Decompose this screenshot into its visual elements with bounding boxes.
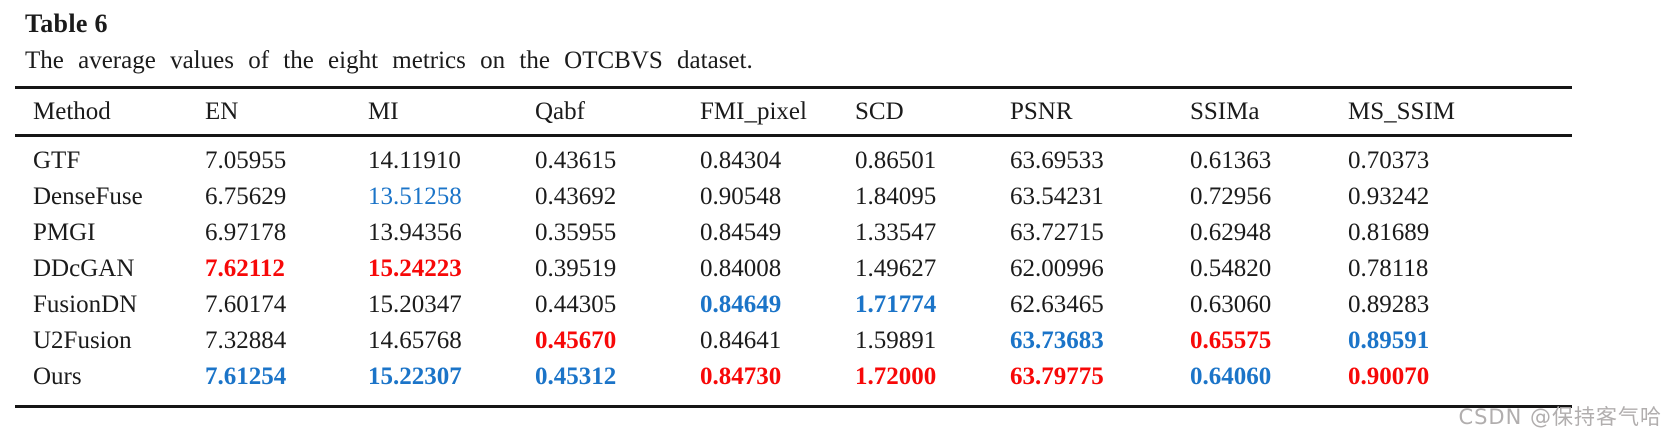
metric-cell: 63.73683 <box>1010 327 1104 354</box>
metric-cell: 0.39519 <box>535 255 617 282</box>
method-cell: GTF <box>33 147 81 174</box>
metric-cell: 0.84008 <box>700 255 782 282</box>
metric-cell: 1.49627 <box>855 255 937 282</box>
metric-cell: 7.61254 <box>205 363 287 390</box>
metric-cell: 63.69533 <box>1010 147 1104 174</box>
metric-cell: 1.71774 <box>855 291 937 318</box>
metric-cell: 0.61363 <box>1190 147 1272 174</box>
metric-cell: 7.60174 <box>205 291 287 318</box>
metric-cell: 0.89283 <box>1348 291 1430 318</box>
method-cell: Ours <box>33 363 82 390</box>
metric-cell: 62.00996 <box>1010 255 1104 282</box>
watermark: CSDN @保持客气哈 <box>1458 405 1662 429</box>
column-header-en: EN <box>205 87 368 137</box>
metric-cell: 0.84641 <box>700 327 782 354</box>
table-title: Table 6 <box>25 9 108 38</box>
metric-cell: 0.54820 <box>1190 255 1272 282</box>
metric-cell: 0.72956 <box>1190 183 1272 210</box>
header-row: Method EN MI Qabf FMI_pixel SCD PSNR SSI… <box>15 87 1572 137</box>
metric-cell: 62.63465 <box>1010 291 1104 318</box>
metric-cell: 0.62948 <box>1190 219 1272 246</box>
metric-cell: 63.54231 <box>1010 183 1104 210</box>
metric-cell: 7.05955 <box>205 147 287 174</box>
column-header-qabf: Qabf <box>535 87 700 137</box>
metric-cell: 0.84730 <box>700 363 782 390</box>
metric-cell: 14.65768 <box>368 327 462 354</box>
metric-cell: 0.35955 <box>535 219 617 246</box>
metric-cell: 0.43692 <box>535 183 617 210</box>
metric-cell: 13.94356 <box>368 219 462 246</box>
metric-cell: 0.65575 <box>1190 327 1272 354</box>
method-cell: PMGI <box>33 219 96 246</box>
metric-cell: 0.81689 <box>1348 219 1430 246</box>
column-header-method: Method <box>15 87 205 137</box>
metric-cell: 0.90548 <box>700 183 782 210</box>
column-header-ms-ssim: MS_SSIM <box>1348 87 1572 137</box>
metric-cell: 0.63060 <box>1190 291 1272 318</box>
table-row: DDcGAN 7.62112 15.24223 0.39519 0.84008 … <box>15 251 1572 287</box>
table-row: PMGI 6.97178 13.94356 0.35955 0.84549 1.… <box>15 215 1572 251</box>
table-caption: The average values of the eight metrics … <box>25 47 753 74</box>
table-row: U2Fusion 7.32884 14.65768 0.45670 0.8464… <box>15 323 1572 359</box>
metric-cell: 1.33547 <box>855 219 937 246</box>
metric-cell: 63.79775 <box>1010 363 1104 390</box>
metric-cell: 0.84649 <box>700 291 782 318</box>
metric-cell: 0.78118 <box>1348 255 1429 282</box>
metric-cell: 1.59891 <box>855 327 937 354</box>
metric-cell: 1.84095 <box>855 183 937 210</box>
metric-cell: 0.84304 <box>700 147 782 174</box>
metric-cell: 63.72715 <box>1010 219 1104 246</box>
metric-cell: 0.45312 <box>535 363 617 390</box>
method-cell: U2Fusion <box>33 327 132 354</box>
metric-cell: 1.72000 <box>855 363 937 390</box>
column-header-ssima: SSIMa <box>1190 87 1348 137</box>
metric-cell: 14.11910 <box>368 147 461 174</box>
method-cell: FusionDN <box>33 291 138 318</box>
metric-cell: 0.45670 <box>535 327 617 354</box>
method-cell: DDcGAN <box>33 255 135 282</box>
metric-cell: 15.20347 <box>368 291 462 318</box>
table-row: FusionDN 7.60174 15.20347 0.44305 0.8464… <box>15 287 1572 323</box>
metric-cell: 13.51258 <box>368 183 462 210</box>
metric-cell: 0.90070 <box>1348 363 1430 390</box>
column-header-psnr: PSNR <box>1010 87 1190 137</box>
metric-cell: 0.64060 <box>1190 363 1272 390</box>
metric-cell: 7.62112 <box>205 255 285 282</box>
column-header-scd: SCD <box>855 87 1010 137</box>
table-row: Ours 7.61254 15.22307 0.45312 0.84730 1.… <box>15 359 1572 407</box>
column-header-fmi-pixel: FMI_pixel <box>700 87 855 137</box>
metric-cell: 0.89591 <box>1348 327 1430 354</box>
table-row: DenseFuse 6.75629 13.51258 0.43692 0.905… <box>15 179 1572 215</box>
metric-cell: 0.93242 <box>1348 183 1430 210</box>
paper-table-figure: Table 6 The average values of the eight … <box>15 6 1572 408</box>
table-row: GTF 7.05955 14.11910 0.43615 0.84304 0.8… <box>15 136 1572 180</box>
metric-cell: 15.22307 <box>368 363 462 390</box>
metric-cell: 6.75629 <box>205 183 287 210</box>
metrics-table: Method EN MI Qabf FMI_pixel SCD PSNR SSI… <box>15 86 1572 408</box>
metric-cell: 7.32884 <box>205 327 287 354</box>
metric-cell: 6.97178 <box>205 219 287 246</box>
metric-cell: 15.24223 <box>368 255 462 282</box>
metric-cell: 0.84549 <box>700 219 782 246</box>
metric-cell: 0.86501 <box>855 147 937 174</box>
metric-cell: 0.43615 <box>535 147 617 174</box>
metric-cell: 0.70373 <box>1348 147 1430 174</box>
method-cell: DenseFuse <box>33 183 143 210</box>
metric-cell: 0.44305 <box>535 291 617 318</box>
column-header-mi: MI <box>368 87 535 137</box>
